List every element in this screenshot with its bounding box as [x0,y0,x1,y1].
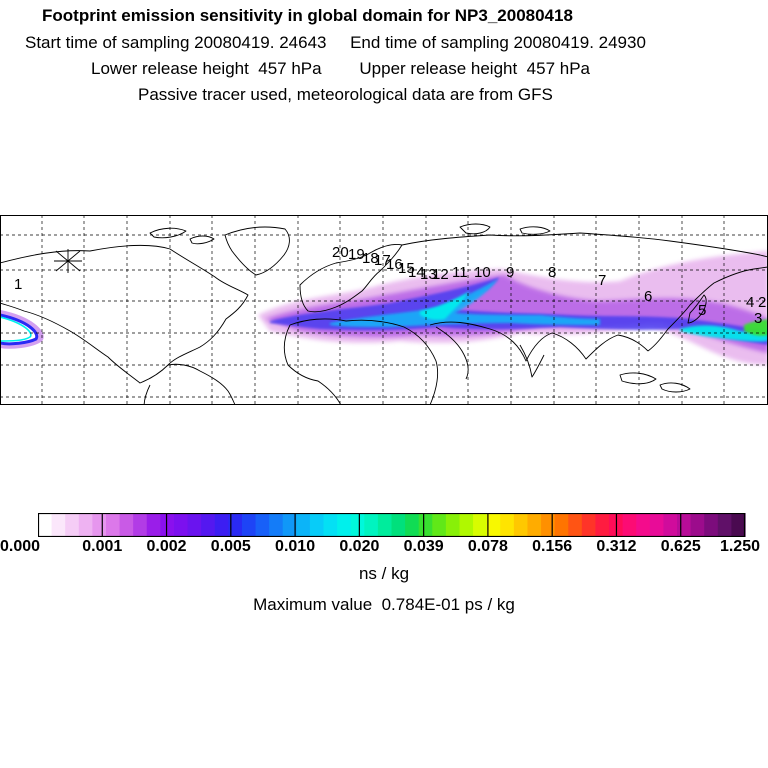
colorbar-swatch [405,513,420,537]
colorbar-swatch [119,513,134,537]
colorbar-swatch [337,513,352,537]
sampling-time-line: Start time of sampling 20080419. 24643 E… [25,33,646,52]
colorbar-swatch [622,513,637,537]
colorbar-swatch [663,513,678,537]
trajectory-label-13: 13 [420,266,437,283]
colorbar-tick-label: 0.156 [532,538,573,555]
trajectory-label-14: 14 [408,264,425,281]
trajectory-label-12: 12 [432,266,449,283]
colorbar-swatch [432,513,447,537]
trajectory-label-5: 5 [698,302,706,319]
colorbar-swatch [173,513,189,537]
trajectory-label-18: 18 [362,250,379,267]
colorbar-swatch [51,513,66,537]
colorbar-swatch [146,513,161,537]
colorbar-swatch [160,513,175,537]
map-title: Footprint emission sensitivity in global… [42,6,573,25]
colorbar-swatch [309,513,325,537]
colorbar-swatch [568,513,583,537]
colorbar-swatch [500,513,515,537]
graticule [0,215,768,405]
trajectory-label-8: 8 [548,264,556,281]
colorbar-swatch [445,513,461,537]
colorbar-tick-label: 0.312 [596,538,637,555]
trajectory-label-3: 3 [754,310,762,327]
colorbar-swatch [214,513,229,537]
colorbar-tick-label: 0.020 [339,538,380,555]
trajectory-label-1: 1 [14,276,22,293]
colorbar-swatch [38,513,53,537]
coastlines [0,223,768,405]
trajectory-label-16: 16 [386,256,403,273]
colorbar-tick-label: 0.002 [146,538,187,555]
colorbar-swatch [581,513,597,537]
colorbar-swatch [459,513,474,537]
colorbar-swatch [595,513,610,537]
tracer-info-line: Passive tracer used, meteorological data… [138,85,553,104]
trajectory-label-10: 10 [474,264,491,281]
colorbar-tick-label: 0.625 [660,538,701,555]
colorbar-swatch [255,513,270,537]
colorbar-swatch [677,513,692,537]
colorbar-tick-label: 0.000 [0,538,41,555]
colorbar-swatch [282,513,297,537]
trajectory-label-2: 2 [758,294,766,311]
colorbar-tick-label: 0.078 [467,538,508,555]
colorbar-swatch [554,513,569,537]
trajectory-label-7: 7 [598,272,606,289]
release-point-marker [54,249,82,273]
colorbar-swatch [187,513,202,537]
footprint-plume [0,251,768,365]
trajectory-label-19: 19 [348,246,365,263]
colorbar-swatch [201,513,216,537]
colorbar-swatch [649,513,665,537]
colorbar-swatch [541,513,556,537]
colorbar-swatch [717,513,733,537]
colorbar-tick-label: 0.005 [210,538,251,555]
colorbar-swatch [269,513,284,537]
colorbar-swatch [690,513,705,537]
colorbar-swatch [323,513,338,537]
colorbar-tick-label: 0.010 [275,538,316,555]
colorbar [38,513,746,537]
colorbar-swatch [391,513,406,537]
colorbar-swatch [350,513,365,537]
colorbar-swatch [418,513,433,537]
trajectory-label-15: 15 [398,260,415,277]
colorbar-swatch [513,513,529,537]
colorbar-swatch [78,513,93,537]
colorbar-swatch [65,513,80,537]
trajectory-label-20: 20 [332,244,349,261]
colorbar-swatch [133,513,148,537]
colorbar-swatch [105,513,121,537]
trajectory-label-17: 17 [374,252,391,269]
colorbar-swatch [377,513,393,537]
colorbar-tick-label: 1.250 [719,538,760,555]
colorbar-swatch [486,513,501,537]
colorbar-swatch [364,513,379,537]
colorbar-units: ns / kg [358,564,410,583]
colorbar-swatch [228,513,243,537]
colorbar-swatch [636,513,651,537]
colorbar-tick-label: 0.001 [82,538,123,555]
maximum-value-text: Maximum value 0.784E-01 ps / kg [253,595,515,614]
colorbar-swatch [296,513,311,537]
trajectory-label-4: 4 [746,294,754,311]
colorbar-swatch [527,513,542,537]
colorbar-swatch [704,513,719,537]
trajectory-label-6: 6 [644,288,652,305]
colorbar-swatch [473,513,488,537]
trajectory-label-9: 9 [506,264,514,281]
release-height-line: Lower release height 457 hPa Upper relea… [91,59,590,78]
colorbar-swatch [92,513,107,537]
trajectory-label-11: 11 [452,264,468,281]
colorbar-tick-label: 0.039 [403,538,444,555]
colorbar-swatch [241,513,257,537]
colorbar-swatch [731,513,746,537]
